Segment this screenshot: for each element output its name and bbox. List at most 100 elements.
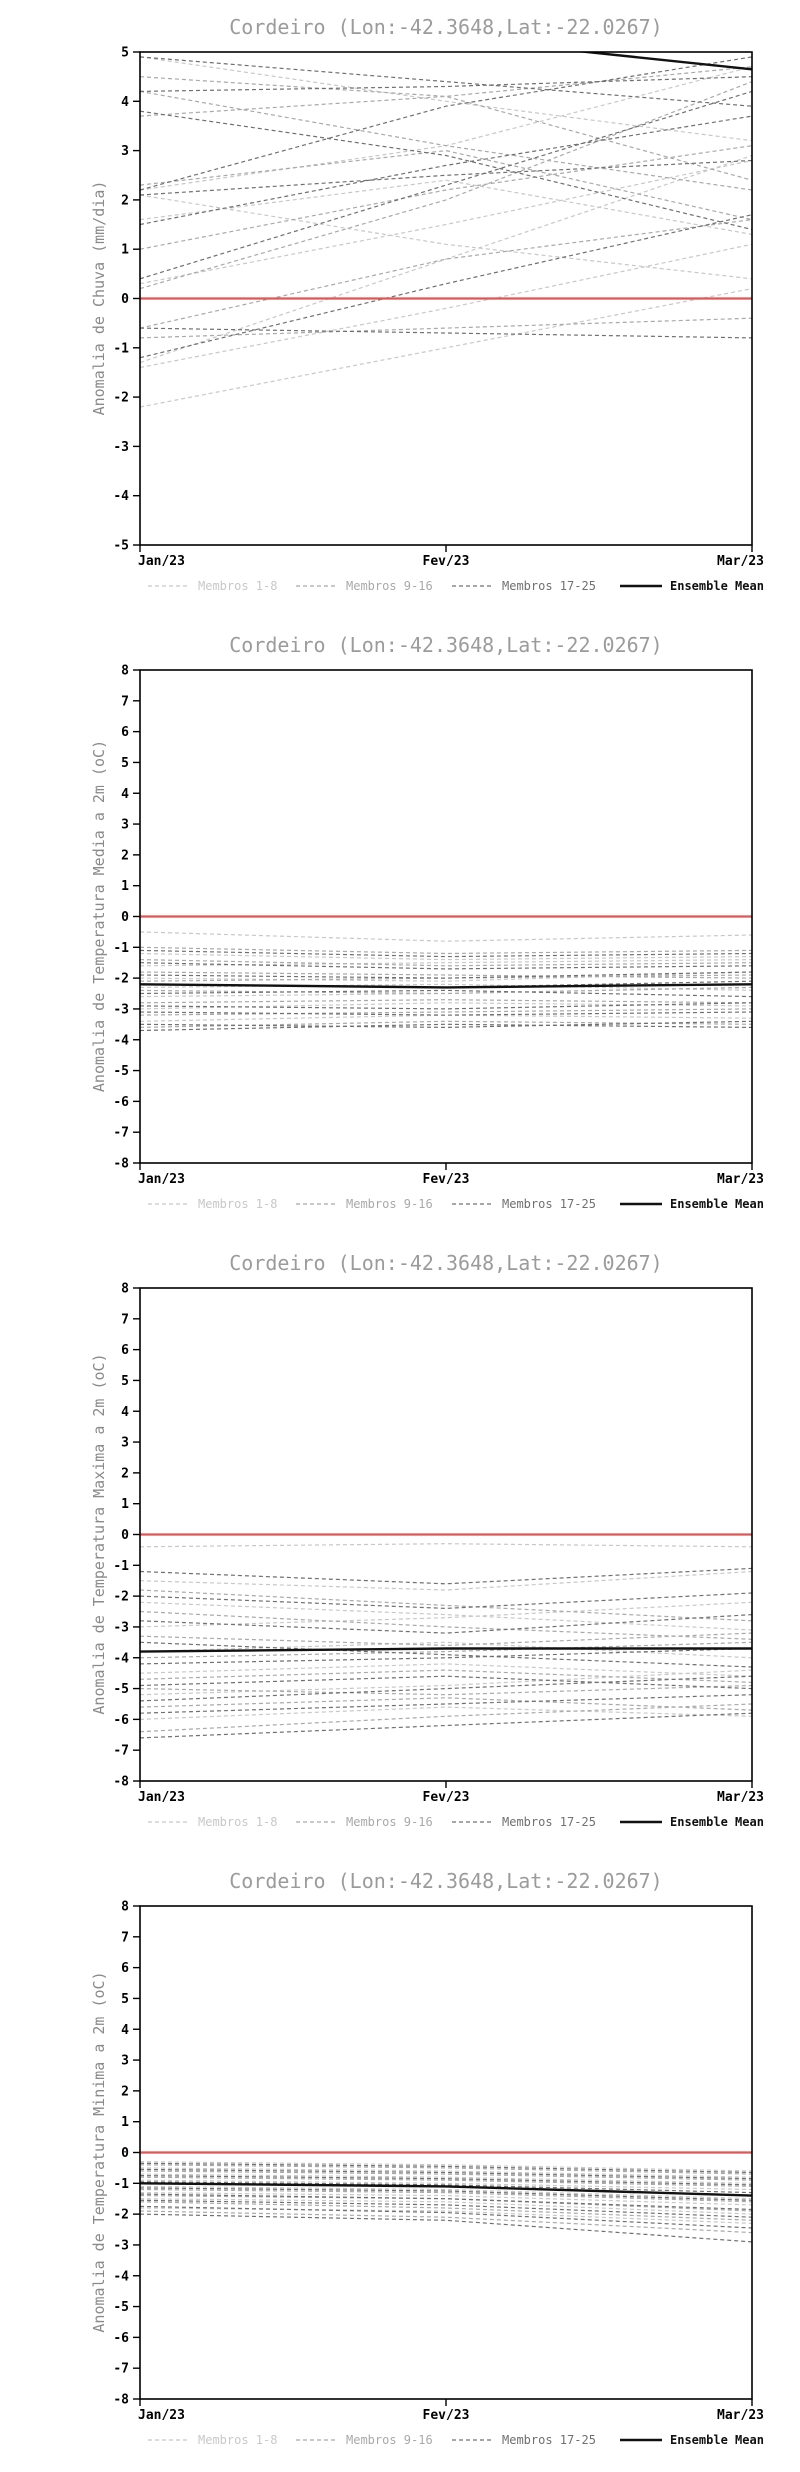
x-tick-label: Fev/23 <box>423 2408 470 2423</box>
y-tick-label: 1 <box>121 2115 129 2130</box>
ensemble-mean-line <box>140 2182 752 2197</box>
member-line <box>140 2162 752 2174</box>
member-line <box>140 1706 752 1720</box>
chart-panel: Cordeiro (Lon:-42.3648,Lat:-22.0267) Ano… <box>0 618 800 1236</box>
x-tick-label: Mar/23 <box>717 2408 764 2423</box>
series-group <box>140 1543 752 1739</box>
member-line <box>140 56 752 142</box>
legend-label: Membros 9-16 <box>346 2433 433 2447</box>
member-line <box>140 1684 752 1696</box>
y-tick-label: 0 <box>121 292 129 307</box>
member-line <box>140 95 752 181</box>
plot-border <box>139 1905 753 2400</box>
member-line <box>140 56 752 107</box>
y-tick-label: -8 <box>113 1157 129 1172</box>
y-tick-label: -5 <box>113 1064 129 1079</box>
y-tick-label: -7 <box>113 1744 129 1759</box>
plot-area: -8 -7 -6 -5 -4 -3 -2 -1 0 1 2 3 4 5 6 7 8 Jan/23 Fev/23 Mar… <box>113 1282 764 1806</box>
legend-label: Membros 17-25 <box>502 579 596 593</box>
y-tick-label: -2 <box>113 391 129 406</box>
legend-label: Membros 1-8 <box>198 2433 277 2447</box>
legend-label: Ensemble Mean <box>670 2433 764 2447</box>
member-line <box>140 327 752 339</box>
chart-canvas: Cordeiro (Lon:-42.3648,Lat:-22.0267) Ano… <box>90 633 764 1211</box>
y-tick-label: -8 <box>113 1775 129 1790</box>
y-tick-label: 8 <box>121 1282 129 1297</box>
ensemble-mean-line <box>575 52 752 71</box>
y-tick-label: 7 <box>121 694 129 709</box>
y-tick-label: -1 <box>113 941 129 956</box>
chart-canvas: Cordeiro (Lon:-42.3648,Lat:-22.0267) Ano… <box>90 1869 764 2447</box>
chart-title: Cordeiro (Lon:-42.3648,Lat:-22.0267) <box>229 633 662 657</box>
y-tick-label: 4 <box>121 787 129 802</box>
y-tick-label: -2 <box>113 2208 129 2223</box>
y-tick-label: 5 <box>121 46 129 61</box>
chart-title: Cordeiro (Lon:-42.3648,Lat:-22.0267) <box>229 15 662 39</box>
y-tick-label: 6 <box>121 1343 129 1358</box>
y-tick-label: 8 <box>121 664 129 679</box>
member-line <box>140 1570 752 1591</box>
plot-area: -8 -7 -6 -5 -4 -3 -2 -1 0 1 2 3 4 5 6 7 8 Jan/23 Fev/23 Mar… <box>113 1900 764 2424</box>
member-line <box>140 1002 752 1010</box>
y-tick-label: 7 <box>121 1312 129 1327</box>
member-line <box>140 1712 752 1739</box>
plot-area: -8 -7 -6 -5 -4 -3 -2 -1 0 1 2 3 4 5 6 7 8 Jan/23 Fev/23 Mar… <box>113 664 764 1188</box>
member-line <box>140 115 752 226</box>
x-tick-label: Mar/23 <box>717 1790 764 1805</box>
member-line <box>140 81 752 290</box>
ensemble-mean-line <box>140 983 752 989</box>
x-tick-label: Jan/23 <box>138 2408 185 2423</box>
y-tick-label: -5 <box>113 2300 129 2315</box>
legend-label: Membros 9-16 <box>346 579 433 593</box>
member-line <box>140 2201 752 2221</box>
member-line <box>140 154 752 364</box>
legend-label: Membros 1-8 <box>198 579 277 593</box>
legend-label: Ensemble Mean <box>670 1815 764 1829</box>
y-tick-label: 2 <box>121 193 129 208</box>
member-line <box>140 1543 752 1548</box>
legend-label: Membros 9-16 <box>346 1197 433 1211</box>
member-line <box>140 1703 752 1733</box>
member-line <box>140 288 752 408</box>
y-tick-label: 5 <box>121 756 129 771</box>
member-line <box>140 76 752 92</box>
y-tick-label: 6 <box>121 1961 129 1976</box>
x-tick-label: Fev/23 <box>423 554 470 569</box>
y-tick-label: -2 <box>113 1590 129 1605</box>
chart-y-axis-label: Anomalia de Temperatura Media a 2m (oC) <box>90 740 108 1092</box>
y-tick-label: -2 <box>113 972 129 987</box>
y-tick-label: 4 <box>121 95 129 110</box>
member-line <box>140 1641 752 1668</box>
y-tick-label: -6 <box>113 2331 129 2346</box>
y-tick-label: -3 <box>113 440 129 455</box>
chart-panel: Cordeiro (Lon:-42.3648,Lat:-22.0267) Ano… <box>0 1854 800 2472</box>
y-tick-label: -5 <box>113 539 129 554</box>
y-tick-label: -3 <box>113 1620 129 1635</box>
member-line <box>140 931 752 942</box>
chart-panel: Cordeiro (Lon:-42.3648,Lat:-22.0267) Ano… <box>0 1236 800 1854</box>
y-tick-label: 7 <box>121 1930 129 1945</box>
member-line <box>140 159 752 285</box>
y-tick-label: -7 <box>113 2362 129 2377</box>
series-group <box>140 52 752 408</box>
y-tick-label: 5 <box>121 1992 129 2007</box>
y-tick-label: -3 <box>113 1002 129 1017</box>
chart-title: Cordeiro (Lon:-42.3648,Lat:-22.0267) <box>229 1869 662 1893</box>
y-tick-label: 4 <box>121 2023 129 2038</box>
chart-y-axis-label: Anomalia de Temperatura Maxima a 2m (oC) <box>90 1353 108 1714</box>
plot-border <box>139 51 753 546</box>
legend-label: Ensemble Mean <box>670 579 764 593</box>
member-line <box>140 1002 752 1010</box>
member-line <box>140 2161 752 2172</box>
y-tick-label: 2 <box>121 1466 129 1481</box>
x-tick-label: Jan/23 <box>138 554 185 569</box>
y-tick-label: 1 <box>121 243 129 258</box>
y-tick-label: 3 <box>121 2054 129 2069</box>
y-tick-label: 0 <box>121 910 129 925</box>
chart-y-axis-label: Anomalia de Temperatura Minima a 2m (oC) <box>90 1971 108 2332</box>
plot-border <box>139 1287 753 1782</box>
member-line <box>140 1567 752 1585</box>
y-tick-label: -1 <box>113 341 129 356</box>
y-tick-label: 1 <box>121 1497 129 1512</box>
y-tick-label: -4 <box>113 1651 129 1666</box>
